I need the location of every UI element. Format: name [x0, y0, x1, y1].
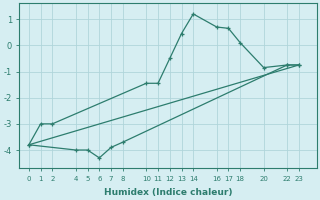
X-axis label: Humidex (Indice chaleur): Humidex (Indice chaleur)	[104, 188, 232, 197]
